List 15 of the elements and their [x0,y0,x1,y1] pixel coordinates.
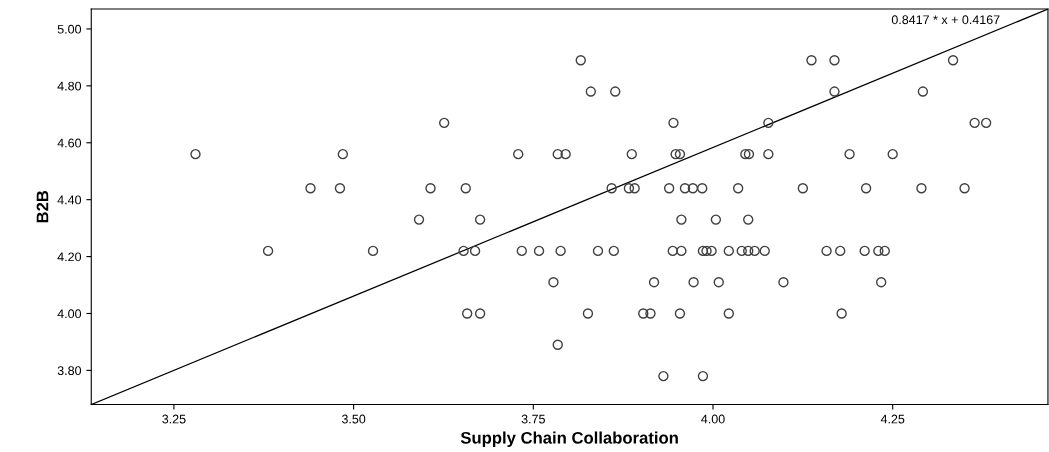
x-tick-label: 3.50 [341,414,366,424]
x-axis-title: Supply Chain Collaboration [460,431,678,448]
x-tick-label: 4.00 [701,414,725,424]
x-tick-label: 3.25 [162,414,186,424]
y-axis-title: B2B [36,190,49,223]
y-tick-label: 4.60 [57,138,82,148]
annotation: 0.8417 * x + 0.4167 [891,15,1000,25]
y-tick-label: 4.80 [57,81,82,91]
y-tick-label: 4.40 [57,195,82,205]
y-tick-label: 3.80 [57,366,82,376]
x-tick-label: 3.75 [521,414,545,424]
y-tick-label: 4.20 [57,252,82,262]
x-tick-label: 4.25 [880,414,905,424]
y-tick-label: 4.00 [57,309,82,319]
y-tick-label: 5.00 [57,24,82,34]
